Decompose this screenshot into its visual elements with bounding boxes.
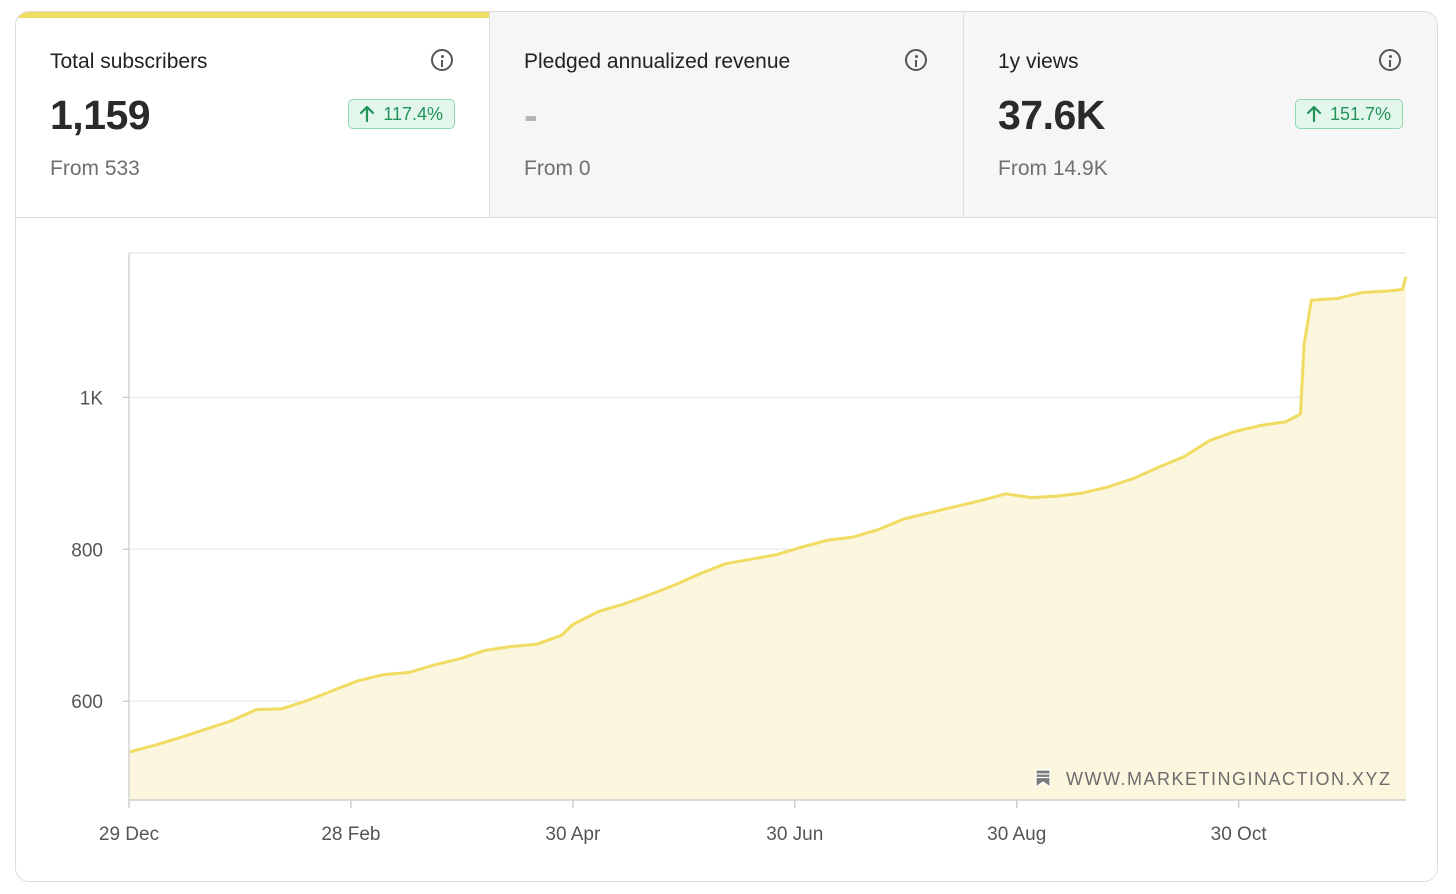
chart-area: 600 800 1K 29 Dec 28 Feb 30 Apr 30 Jun 30 Aug 30… xyxy=(16,218,1437,881)
arrow-up-icon xyxy=(360,105,375,123)
stat-from: From 533 xyxy=(50,157,140,180)
info-icon[interactable] xyxy=(1379,49,1401,71)
x-tick-label: 30 Apr xyxy=(545,824,601,845)
axes: 600 800 1K 29 Dec 28 Feb 30 Apr 30 Jun 30 Aug 30… xyxy=(71,253,1406,845)
stat-views[interactable]: 1y views 37.6K 151.7% From 14.9K xyxy=(963,12,1437,217)
analytics-card: Total subscribers 1,159 117.4% From 533 … xyxy=(15,11,1438,882)
info-icon[interactable] xyxy=(431,49,453,71)
change-badge: 117.4% xyxy=(348,99,455,129)
bookmark-icon xyxy=(1035,769,1051,789)
stat-value: 1,159 xyxy=(50,92,151,138)
stat-pledged-revenue[interactable]: Pledged annualized revenue - From 0 xyxy=(489,12,963,217)
stat-title: Pledged annualized revenue xyxy=(524,50,791,73)
y-tick-label: 1K xyxy=(80,388,104,409)
change-value: 117.4% xyxy=(383,103,443,124)
info-icon[interactable] xyxy=(905,49,927,71)
stat-total-subscribers[interactable]: Total subscribers 1,159 117.4% From 533 xyxy=(16,12,489,217)
series-area xyxy=(129,276,1406,801)
x-tick-label: 30 Oct xyxy=(1211,824,1268,845)
change-value: 151.7% xyxy=(1329,103,1391,124)
series-line xyxy=(128,276,1408,754)
stat-from: From 14.9K xyxy=(998,157,1108,180)
x-tick-label: 30 Aug xyxy=(987,824,1046,845)
subscribers-chart: 600 800 1K 29 Dec 28 Feb 30 Apr 30 Jun 30 Aug 30… xyxy=(71,252,1408,845)
stat-value: - xyxy=(524,92,538,138)
y-tick-label: 800 xyxy=(71,540,103,561)
arrow-up-icon xyxy=(1306,105,1322,123)
change-badge: 151.7% xyxy=(1294,99,1403,129)
x-tick-label: 28 Feb xyxy=(321,824,380,845)
stat-title: 1y views xyxy=(998,50,1079,73)
x-tick-label: 30 Jun xyxy=(766,824,823,845)
stat-from: From 0 xyxy=(524,157,591,180)
watermark-text: WWW.MARKETINGINACTION.XYZ xyxy=(1066,769,1392,789)
stat-title: Total subscribers xyxy=(50,50,208,73)
watermark: WWW.MARKETINGINACTION.XYZ xyxy=(1035,769,1392,789)
y-tick-label: 600 xyxy=(71,692,103,713)
stats-row: Total subscribers 1,159 117.4% From 533 … xyxy=(16,12,1437,218)
stat-value: 37.6K xyxy=(998,92,1105,138)
x-tick-label: 29 Dec xyxy=(99,824,159,845)
